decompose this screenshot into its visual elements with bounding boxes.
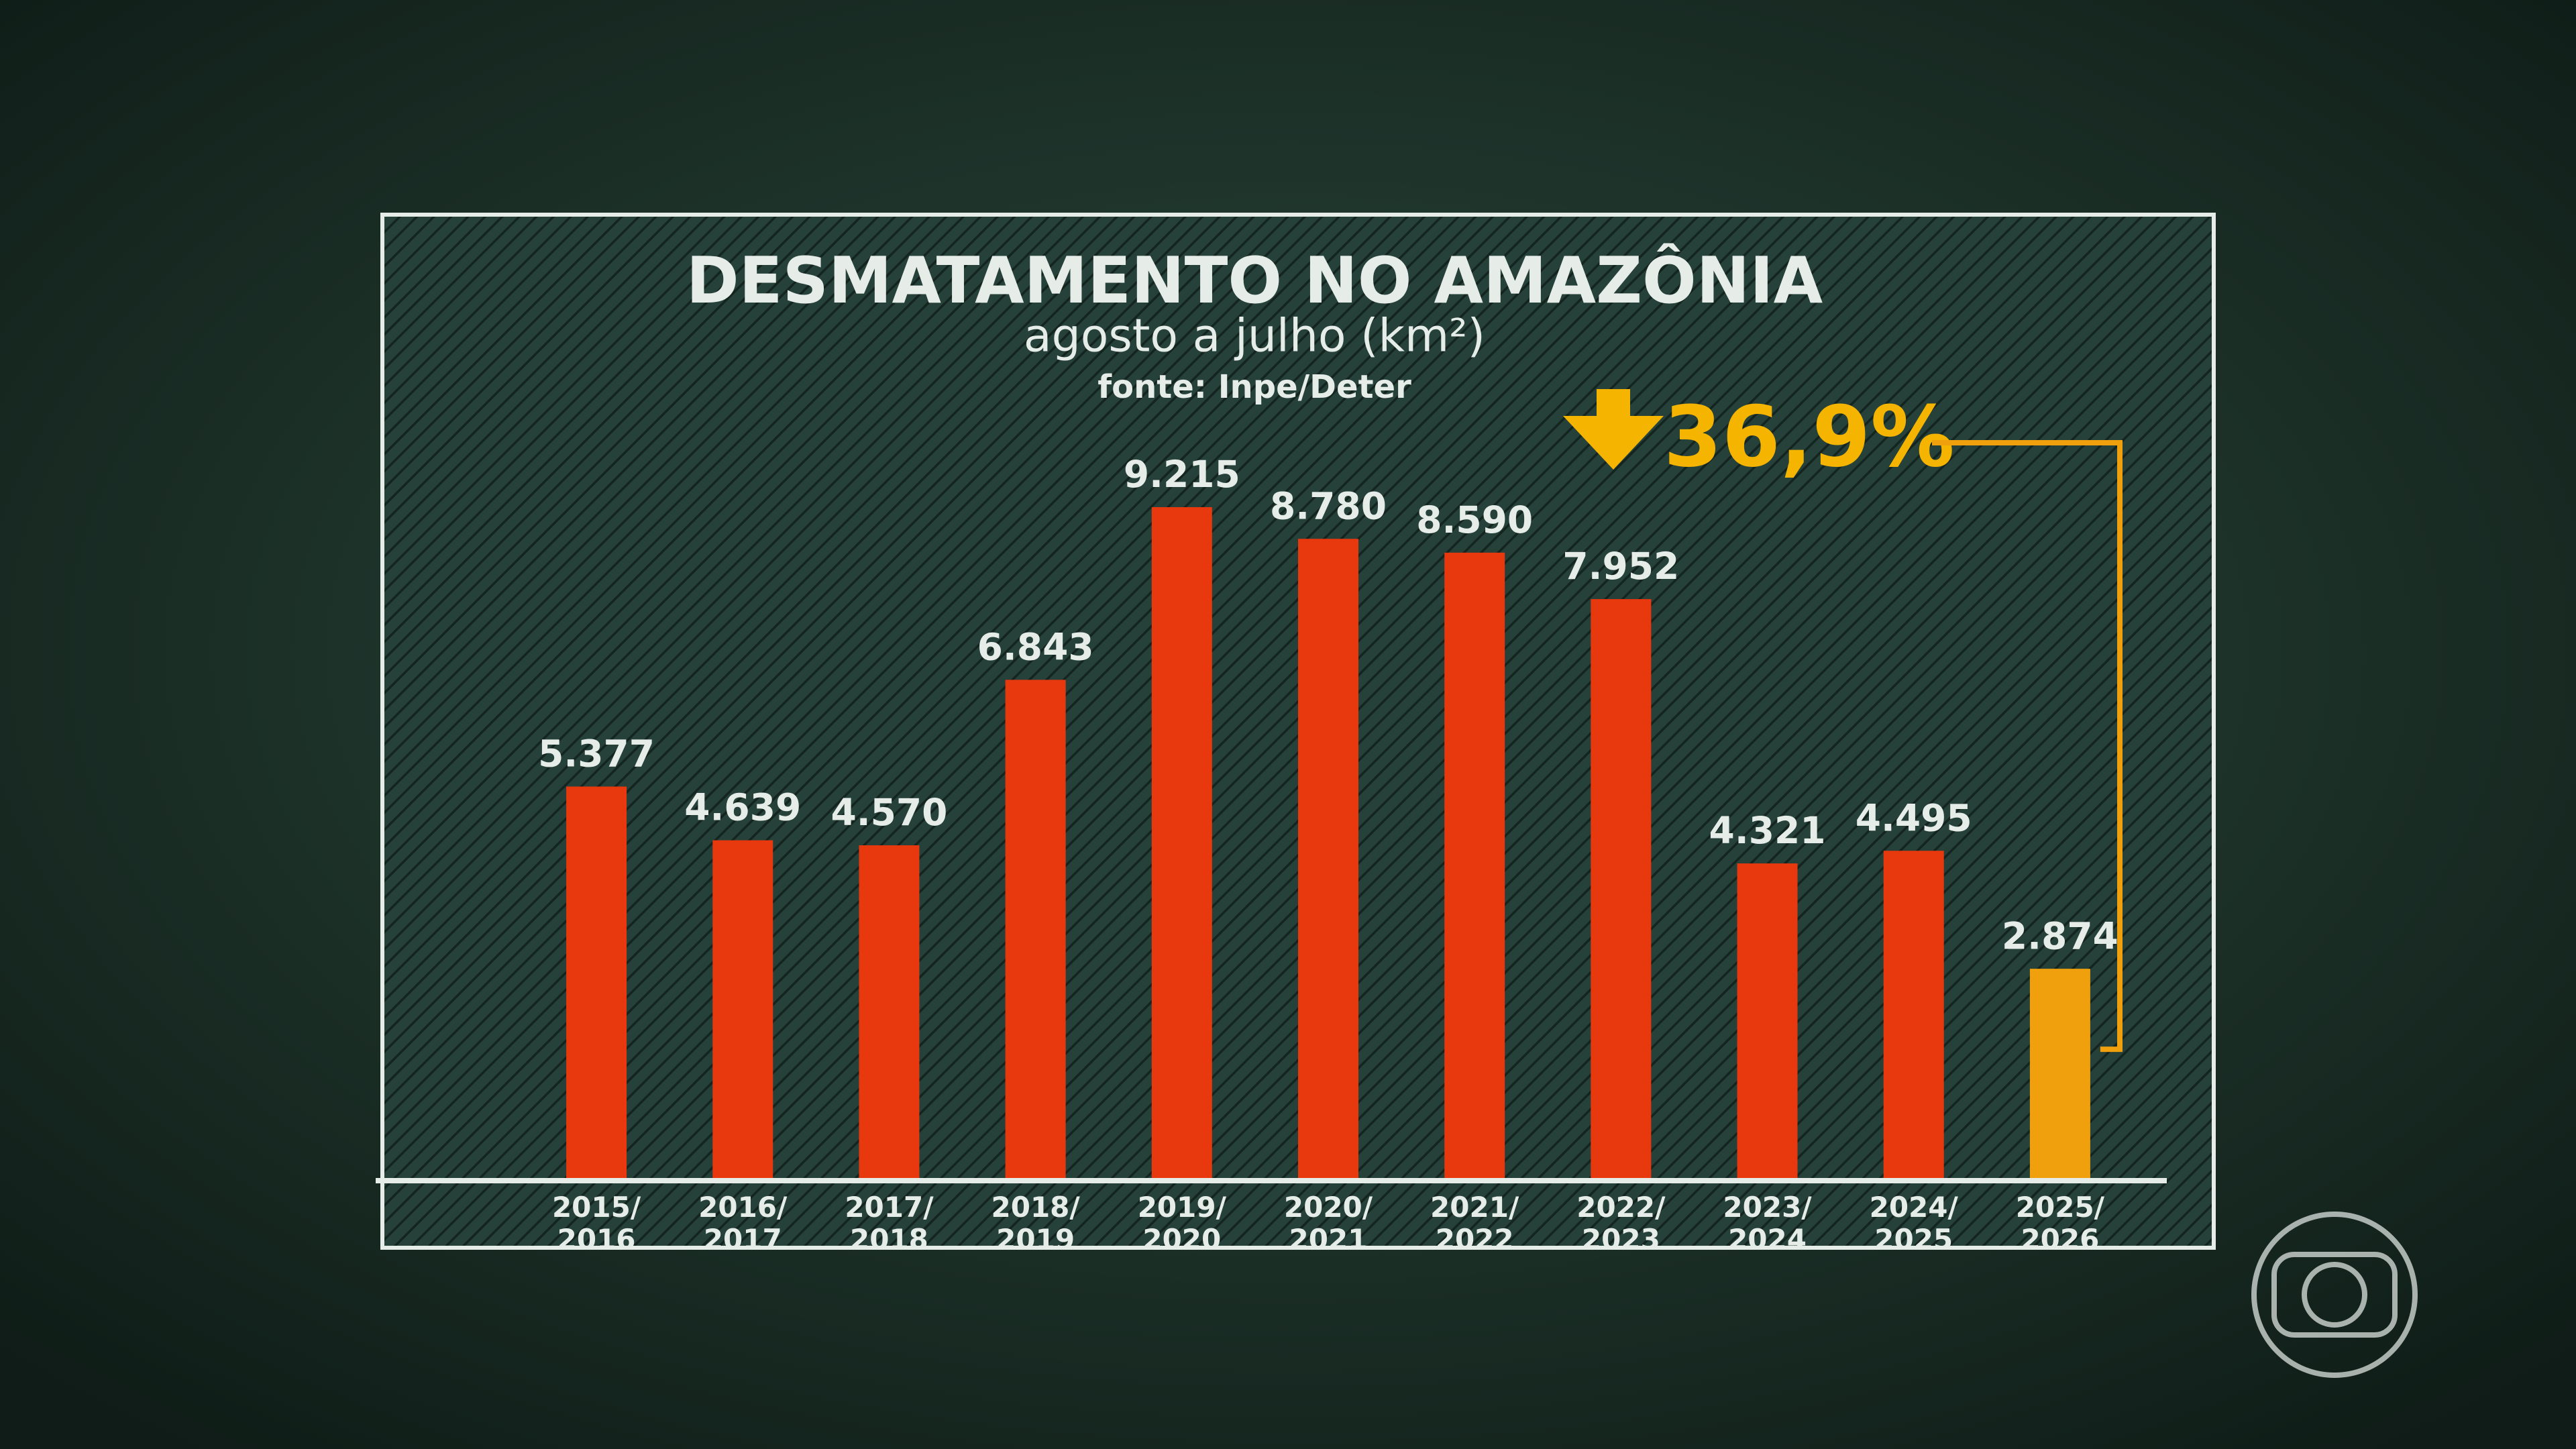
bar	[1444, 552, 1505, 1178]
globo-logo	[2251, 1212, 2418, 1378]
value-label: 4.570	[830, 791, 947, 834]
bar	[2029, 969, 2090, 1178]
value-label: 7.952	[1562, 545, 1679, 588]
value-label: 8.590	[1416, 498, 1533, 541]
x-tick-label: 2016/ 2017	[698, 1191, 788, 1256]
x-tick-label: 2015/ 2016	[551, 1191, 641, 1256]
value-label: 8.780	[1270, 484, 1387, 527]
value-label: 4.495	[1856, 796, 1972, 839]
bar	[1005, 680, 1066, 1178]
bar	[1298, 539, 1358, 1178]
value-label: 9.215	[1124, 453, 1240, 496]
bar	[1151, 507, 1212, 1178]
bar	[1737, 863, 1798, 1178]
x-tick-label: 2018/ 2019	[991, 1191, 1080, 1256]
x-tick-label: 2025/ 2026	[2015, 1191, 2105, 1256]
x-tick-label: 2019/ 2020	[1137, 1191, 1226, 1256]
bar	[1883, 851, 1944, 1178]
bracket	[1932, 440, 2123, 1053]
panel-border	[380, 213, 2216, 1250]
value-label: 6.843	[977, 626, 1094, 669]
x-tick-label: 2020/ 2021	[1283, 1191, 1373, 1256]
bar	[712, 840, 773, 1178]
x-tick-label: 2022/ 2023	[1576, 1191, 1666, 1256]
value-label: 4.321	[1709, 809, 1826, 852]
chart-title: DESMATAMENTO NO AMAZÔNIA	[686, 244, 1823, 318]
value-label: 2.874	[2002, 914, 2118, 957]
x-tick-label: 2017/ 2018	[845, 1191, 934, 1256]
value-label: 5.377	[538, 733, 655, 775]
bar	[566, 786, 627, 1178]
x-tick-label: 2024/ 2025	[1869, 1191, 1958, 1256]
bar	[859, 845, 920, 1178]
chart-subtitle: agosto a julho (km²)	[1024, 310, 1485, 363]
down-arrow	[1563, 389, 1664, 470]
value-label: 4.639	[684, 786, 801, 829]
source: fonte: Inpe/Deter	[1097, 368, 1411, 406]
x-tick-label: 2021/ 2022	[1430, 1191, 1519, 1256]
x-tick-label: 2023/ 2024	[1723, 1191, 1812, 1256]
bar	[1591, 599, 1652, 1178]
annotation: 36,9%	[1664, 388, 1955, 486]
